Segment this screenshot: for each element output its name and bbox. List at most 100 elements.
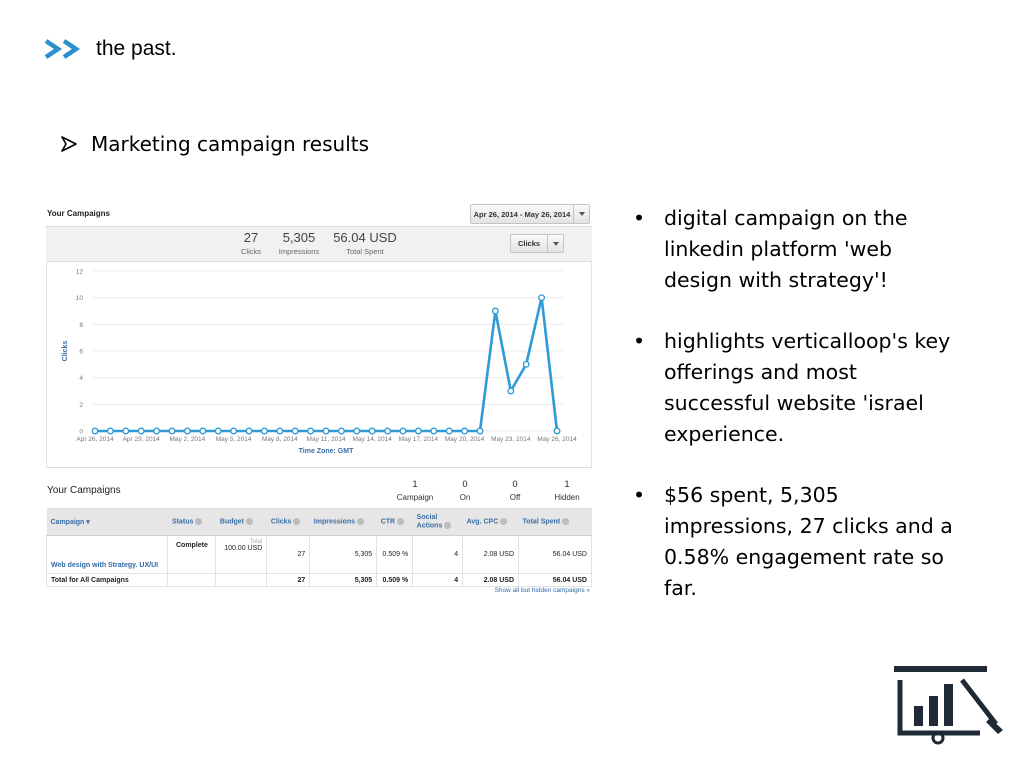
data-point [276,427,284,435]
col-label: Impressions [313,518,356,526]
data-point [199,427,207,435]
col-avg-cpc[interactable]: Avg. CPC [462,508,519,536]
table-row: Web design with Strategy. UX/UI Complete… [45,535,592,574]
total-label: Total for All Campaigns [45,573,169,587]
metric-selector[interactable]: Clicks [510,234,564,253]
bullet-item: • digital campaign on the linkedin platfo… [633,203,963,296]
stat-label: Total Spent [346,247,384,256]
date-range-picker[interactable]: Apr 26, 2014 - May 26, 2014 [470,204,590,224]
campaigns-table: Campaign ▾ Status Budget Clicks Impressi… [45,508,592,587]
data-point [245,427,253,435]
col-label: Budget [219,518,245,526]
bullet-text: $56 spent, 5,305 impressions, 27 clicks … [664,483,953,600]
y-tick-label: 6 [79,349,83,356]
help-icon[interactable] [246,518,254,526]
col-label: Total Spent [522,518,561,526]
total-avg-cpc: 2.08 USD [462,573,520,587]
total-spent-cell: 56.04 USD [518,535,592,574]
col-label: Actions [416,522,443,530]
col-label: Campaign [50,519,85,526]
campaign-link[interactable]: Web design with Strategy. UX/UI [51,562,159,569]
y-tick-label: 10 [76,295,84,302]
show-all-link[interactable]: Show all but hidden campaigns » [494,587,590,594]
data-point [230,427,238,435]
count-on: 0 On [440,479,490,502]
col-total-spent[interactable]: Total Spent [518,508,592,536]
help-icon[interactable] [562,518,570,526]
budget-value: 100.00 USD [224,545,263,552]
campaign-summary: Your Campaigns 1 Campaign 0 On 0 Off 1 H… [46,468,592,508]
col-campaign[interactable]: Campaign ▾ [46,508,168,536]
bullet-dot: • [633,206,646,230]
data-point [337,427,345,435]
count-value: 0 [512,479,518,489]
presentation-chart-icon [894,666,1003,745]
col-label: CTR [380,518,396,526]
bullet-item: • highlights verticalloop's key offerings… [633,326,963,450]
clicks-line-chart: 0 2 4 6 8 10 12 Apr 26, 2014 Apr 29, 2014 May 2, … [62,269,577,456]
y-tick-label: 0 [79,429,83,436]
col-ctr[interactable]: CTR [376,508,413,536]
col-social-actions[interactable]: Social Actions [412,508,463,536]
count-hidden: 1 Hidden [542,479,592,502]
campaigns-panel-title: Your Campaigns [47,209,110,218]
data-point [553,427,561,435]
social-cell: 4 [412,535,464,574]
y-axis-label: Clicks [62,341,69,362]
double-chevron-right-icon [44,39,81,59]
summary-title: Your Campaigns [47,485,121,496]
stat-value: 56.04 USD [333,230,397,245]
date-range-label: Apr 26, 2014 - May 26, 2014 [473,209,571,219]
data-point [183,427,191,435]
help-icon[interactable] [500,518,508,526]
count-label: Off [509,493,521,502]
campaign-cell[interactable]: Web design with Strategy. UX/UI [45,535,169,574]
count-label: On [459,493,471,502]
col-label: Avg. CPC [466,518,499,526]
help-icon[interactable] [195,518,203,526]
stats-bar: 27 Clicks 5,305 Impressions 56.04 USD To… [46,226,592,262]
total-ctr: 0.509 % [376,573,414,587]
bullet-dot: • [633,483,646,507]
help-icon[interactable] [397,518,405,526]
stat-value: 5,305 [282,230,316,245]
x-tick-label: May 5, 2014 [216,436,252,443]
help-icon[interactable] [444,521,452,529]
data-point [106,427,114,435]
x-tick-label: May 11, 2014 [307,436,346,443]
help-icon[interactable] [293,518,301,526]
y-tick-label: 2 [79,402,83,409]
data-point [153,427,161,435]
col-clicks[interactable]: Clicks [266,508,310,536]
col-budget[interactable]: Budget [215,508,267,536]
bullet-list: • digital campaign on the linkedin platfo… [633,203,963,634]
date-range-dropdown[interactable] [573,205,589,223]
data-point [291,427,299,435]
help-icon[interactable] [357,518,365,526]
x-axis-label: Time Zone: GMT [299,448,354,455]
data-point [260,427,268,435]
data-point [353,427,361,435]
col-label: Social [416,513,438,521]
col-status[interactable]: Status [167,508,216,536]
data-point [538,294,546,302]
bullet-dot: • [633,329,646,353]
data-point [91,427,99,435]
section-subtitle: Marketing campaign results [60,132,369,156]
bullet-text: digital campaign on the linkedin platfor… [664,206,908,292]
budget-cell: Total 100.00 USD [215,535,268,574]
data-point [214,427,222,435]
count-label: Campaign [396,493,434,502]
campaign-screenshot: Your Campaigns Apr 26, 2014 - May 26, 20… [45,203,592,598]
x-tick-label: May 20, 2014 [445,436,485,443]
metric-selector-dropdown[interactable] [547,235,563,252]
total-budget-cell [215,573,268,587]
count-value: 0 [462,479,468,489]
bullet-text: highlights verticalloop's key offerings … [664,329,951,446]
data-point [399,427,407,435]
total-impressions: 5,305 [309,573,378,587]
total-social: 4 [412,573,464,587]
col-impressions[interactable]: Impressions [309,508,377,536]
clicks-cell: 27 [266,535,311,574]
total-clicks: 27 [266,573,311,587]
